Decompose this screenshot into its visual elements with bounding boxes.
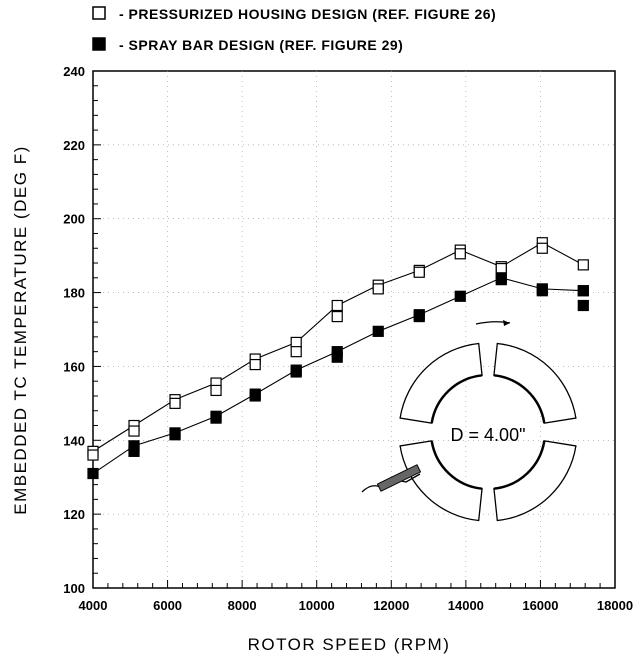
x-tick-label: 18000 [597,598,633,613]
minor-ticks [92,70,616,589]
data-point-filled [495,274,507,286]
y-tick-label: 120 [63,507,85,522]
legend-label-pressurized: - PRESSURIZED HOUSING DESIGN (REF. FIGUR… [119,6,496,22]
legend-label-spray-bar: - SPRAY BAR DESIGN (REF. FIGURE 29) [119,37,403,53]
data-point-open [536,242,548,254]
data-point-open [290,346,302,358]
data-point-filled [210,412,222,424]
data-point-open [128,425,140,437]
data-point-open [87,449,99,461]
x-tick-label: 8000 [228,598,257,613]
x-axis-title: ROTOR SPEED (RPM) [248,635,451,654]
legend: - PRESSURIZED HOUSING DESIGN (REF. FIGUR… [92,6,496,53]
bearing-pad-inner-edge [430,374,483,424]
data-point-open [169,397,181,409]
x-tick-labels: 4000 6000 8000 10000 12000 14000 16000 18000 [79,598,634,613]
bearing-pad [399,440,483,522]
bearing-pad-inner-edge [493,440,546,490]
data-point-filled [87,467,99,480]
y-tick-label: 100 [63,581,85,596]
data-point-open [372,283,384,295]
bearing-pad-inner-edge [430,440,483,490]
bearing-pad [493,440,577,522]
data-point-open [495,262,507,275]
data-point-filled [413,310,425,323]
bearing-pad [399,342,483,424]
legend-filled-square-icon [92,37,106,51]
data-point-open [454,248,466,260]
bearing-inset: D = 4.00" [361,320,577,522]
x-tick-label: 12000 [373,598,409,613]
legend-open-square-icon [92,6,106,20]
bearing-pads-icon [399,342,577,522]
data-point-filled [128,445,140,457]
data-point-filled [169,429,181,441]
data-point-open [577,259,589,271]
y-tick-label: 160 [63,359,85,374]
data-point-open [413,266,425,278]
data-point-filled [290,366,302,378]
y-tick-label: 220 [63,138,85,153]
x-tick-label: 10000 [299,598,335,613]
x-tick-label: 6000 [153,598,182,613]
data-point-filled [577,285,589,297]
bearing-pad-inner-edge [493,374,546,424]
y-tick-label: 200 [63,212,85,227]
x-tick-label: 4000 [79,598,108,613]
inset-diameter-label: D = 4.00" [451,425,526,445]
y-tick-label: 180 [63,286,85,301]
y-tick-labels: 100 120 140 160 180 200 220 240 [63,64,85,596]
x-tick-label: 16000 [522,598,558,613]
data-point-open [331,299,343,312]
y-tick-label: 240 [63,64,85,79]
data-point-open [331,310,343,323]
y-tick-label: 140 [63,433,85,448]
data-point-filled [372,325,384,337]
grid [93,71,615,588]
data-point-filled [454,290,466,302]
data-point-open [290,336,302,349]
x-tick-label: 14000 [448,598,484,613]
rotation-arrowhead-icon [503,320,510,326]
data-point-open [210,384,222,397]
data-point-filled [577,299,589,312]
thermocouple-probe-icon [376,464,422,492]
data-point-filled [249,390,261,402]
data-point-filled [331,351,343,363]
series-markers [87,237,589,480]
data-point-open [249,358,261,371]
bearing-pad [493,342,577,424]
y-axis-title: EMBEDDED TC TEMPERATURE (DEG F) [11,145,30,515]
plot-frame [92,70,616,589]
data-point-filled [536,285,548,297]
